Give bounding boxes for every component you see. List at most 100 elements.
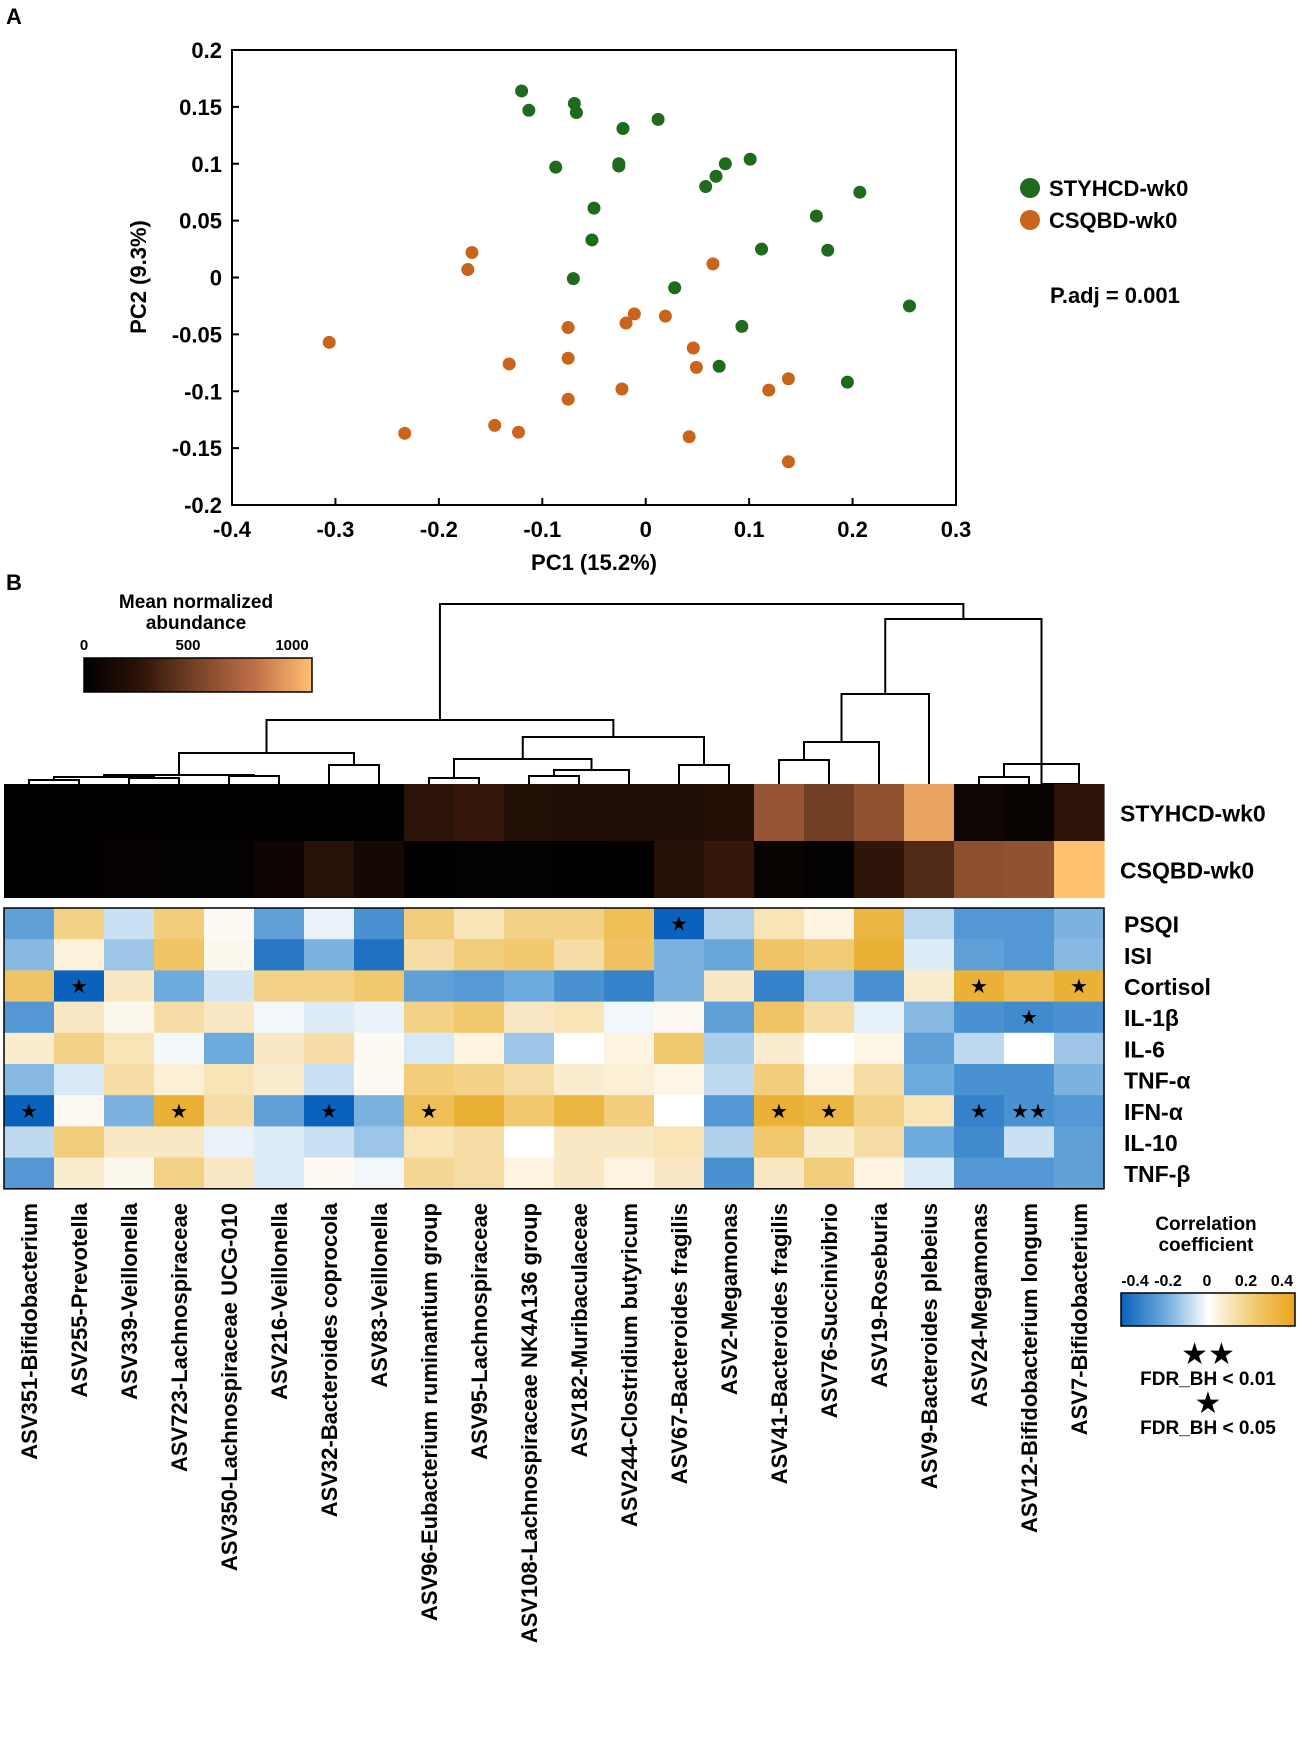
scatter-point-csqbd: [488, 418, 502, 432]
correlation-cell: [354, 970, 405, 1003]
column-label: ASV9-Bacteroides plebeius: [917, 1203, 942, 1489]
correlation-cell: [904, 1157, 955, 1190]
correlation-cell: [854, 1001, 905, 1034]
abundance-cell: [54, 784, 105, 841]
y-tick-label: -0.1: [184, 379, 222, 404]
y-tick-label: 0.15: [179, 95, 222, 120]
dendrogram-branch: [228, 775, 280, 784]
correlation-cell: [704, 1157, 755, 1190]
correlation-cell: [54, 1064, 105, 1096]
correlation-cell: [854, 1095, 905, 1127]
dendrogram-branch: [438, 603, 965, 720]
dendrogram: [28, 603, 1080, 785]
scatter-point-styhcd: [735, 319, 749, 333]
column-label: ASV83-Veillonella: [367, 1202, 392, 1387]
correlation-cell: [4, 1157, 55, 1190]
correlation-cell: [204, 1095, 255, 1127]
correlation-cell: [904, 1126, 955, 1159]
abundance-cell: [704, 784, 755, 841]
correlation-cell: [1004, 1157, 1055, 1190]
correlation-cell: [654, 1157, 705, 1190]
correlation-cell: [204, 1064, 255, 1096]
abundance-cell: [754, 841, 805, 898]
correlation-row-label: PSQI: [1124, 912, 1179, 938]
dendrogram-branch: [428, 777, 480, 784]
column-label: ASV32-Bacteroides coprocola: [317, 1202, 342, 1517]
column-label: ASV19-Roseburia: [867, 1202, 892, 1387]
correlation-cell: [554, 1126, 605, 1159]
correlation-row-label: TNF-β: [1124, 1161, 1190, 1187]
correlation-cell: [104, 1095, 155, 1127]
correlation-cell: [1004, 970, 1055, 1003]
correlation-cell: [954, 1032, 1005, 1065]
correlation-cell: [754, 939, 805, 971]
column-label: ASV723-Lachnospiraceae: [167, 1203, 192, 1472]
correlation-cell: [654, 1032, 705, 1065]
correlation-cell: [704, 1126, 755, 1159]
y-axis-ticks: 0.2 0.15 0.1 0.05 0 -0.05 -0.1 -0.15 -0.2: [172, 38, 239, 518]
correlation-cell: [854, 1126, 905, 1159]
scatter-point-csqbd: [682, 430, 696, 444]
correlation-cell: [854, 1032, 905, 1065]
correlation-cell: [354, 1001, 405, 1034]
correlation-colorbar-gradient: [1120, 1292, 1296, 1327]
x-tick-label: 0: [640, 517, 652, 542]
column-label: ASV351-Bifidobacterium: [17, 1203, 42, 1460]
correlation-cell: [654, 1095, 705, 1127]
scatter-point-csqbd: [781, 372, 795, 386]
scatter-point-styhcd: [668, 281, 682, 295]
correlation-cell: [404, 908, 455, 940]
y-tick-label: 0.2: [191, 38, 222, 63]
correlation-cell: [204, 970, 255, 1003]
correlation-cell: [204, 1032, 255, 1065]
x-tick-label: -0.4: [213, 517, 252, 542]
scatter-point-csqbd: [706, 257, 720, 271]
correlation-cell: [1054, 1095, 1105, 1127]
legend-label-csqbd: CSQBD-wk0: [1049, 208, 1177, 233]
correlation-cell: [1054, 970, 1105, 1003]
correlation-cell: [304, 1126, 355, 1159]
significance-star: ★: [770, 1101, 788, 1123]
scatter-point-csqbd: [461, 263, 475, 277]
scatter-point-csqbd: [627, 307, 641, 321]
dendrogram-branch: [840, 693, 930, 784]
abundance-row-labels: STYHCD-wk0 CSQBD-wk0: [1120, 801, 1266, 884]
x-tick-label: -0.1: [523, 517, 561, 542]
correlation-cell: [154, 1001, 205, 1034]
significance-star: ★: [70, 976, 88, 998]
significance-double-star: ★★: [1011, 1101, 1047, 1123]
scatter-point-csqbd: [686, 341, 700, 355]
correlation-cell: [704, 1095, 755, 1127]
abundance-cell: [654, 841, 705, 898]
correlation-cell: [504, 1126, 555, 1159]
correlation-cell: [804, 939, 855, 971]
abundance-colorbar-gradient: [83, 657, 313, 693]
correlation-cell: [354, 908, 405, 940]
abundance-cell: [1054, 841, 1105, 898]
correlation-cell: [854, 1064, 905, 1096]
correlation-cell: [104, 1126, 155, 1159]
column-label: ASV12-Bifidobacterium longum: [1017, 1203, 1042, 1533]
correlation-cell: [4, 1032, 55, 1065]
correlation-cell: [504, 939, 555, 971]
abundance-cell: [4, 841, 55, 898]
correlation-cell: [404, 1001, 455, 1034]
column-label: ASV76-Succinivibrio: [817, 1203, 842, 1418]
significance-star: ★: [970, 976, 988, 998]
correlation-cell: [554, 1095, 605, 1127]
abundance-tick-0: 0: [80, 637, 88, 654]
dendrogram-branch: [528, 775, 580, 784]
significance-star: ★: [670, 914, 688, 936]
abundance-cell: [354, 784, 405, 841]
abundance-row-label: STYHCD-wk0: [1120, 801, 1266, 827]
correlation-cell: [304, 1095, 355, 1127]
correlation-heatmap-border: [3, 907, 1105, 1190]
legend-single-star-label: FDR_BH < 0.05: [1140, 1418, 1276, 1439]
correlation-cell: [1004, 1064, 1055, 1096]
significance-star: ★: [1070, 976, 1088, 998]
dendrogram-branch: [778, 759, 830, 784]
correlation-row-label: IL-6: [1124, 1036, 1165, 1062]
column-label: ASV350-Lachnospiraceae UCG-010: [217, 1203, 242, 1571]
scatter-point-csqbd: [561, 351, 575, 365]
correlation-cell: [304, 1001, 355, 1034]
